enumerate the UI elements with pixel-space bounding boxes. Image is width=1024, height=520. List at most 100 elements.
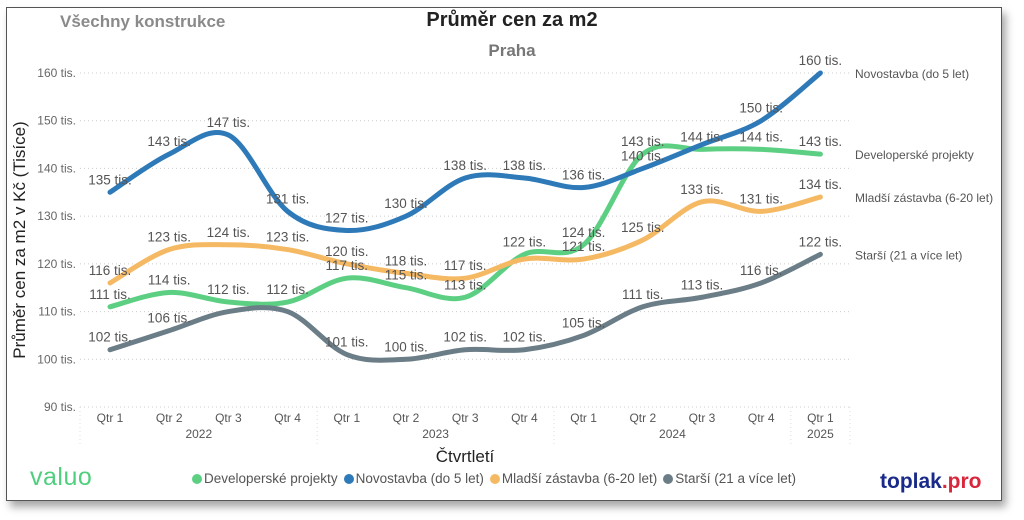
- legend-dot-icon: [489, 473, 500, 484]
- x-year-label: 2025: [807, 427, 834, 441]
- x-tick-label: Qtr 2: [156, 411, 183, 425]
- data-label: 113 tis.: [444, 277, 487, 292]
- data-label: 102 tis.: [443, 330, 487, 345]
- data-label: 122 tis.: [799, 234, 843, 249]
- legend-item[interactable]: Mladší zástavba (6-20 let): [489, 471, 658, 486]
- x-tick-label: Qtr 1: [807, 411, 834, 425]
- data-label: 130 tis.: [384, 196, 428, 211]
- data-label: 101 tis.: [325, 335, 369, 350]
- x-tick-label: Qtr 4: [511, 411, 538, 425]
- legend-label: Novostavba (do 5 let): [355, 471, 484, 486]
- legend-dot-icon: [343, 473, 354, 484]
- data-label: 105 tis.: [562, 315, 606, 330]
- series-line: [107, 251, 823, 363]
- series-end-label: Developerské projekty: [855, 148, 974, 162]
- data-label: 118 tis.: [385, 253, 428, 268]
- x-tick-label: Qtr 3: [689, 411, 716, 425]
- x-tick-label: Qtr 3: [215, 411, 242, 425]
- y-tick-label: 140 tis.: [37, 161, 76, 175]
- y-tick-label: 130 tis.: [37, 209, 76, 223]
- x-year-label: 2022: [185, 427, 212, 441]
- data-label: 124 tis.: [562, 225, 606, 240]
- y-axis-title: Průměr cen za m2 v Kč (Tisíce): [10, 121, 29, 358]
- data-label: 131 tis.: [739, 191, 783, 206]
- data-label: 140 tis.: [621, 148, 665, 163]
- data-label: 135 tis.: [88, 172, 132, 187]
- legend-dot-icon: [192, 473, 202, 484]
- y-tick-label: 120 tis.: [37, 257, 76, 271]
- series-end-label: Starší (21 a více let): [855, 248, 962, 262]
- data-label: 117 tis.: [326, 258, 369, 273]
- y-tick-label: 150 tis.: [37, 114, 76, 128]
- data-label: 134 tis.: [799, 177, 843, 192]
- data-label: 102 tis.: [88, 330, 132, 345]
- data-label: 144 tis.: [680, 129, 724, 144]
- series-line: [107, 143, 823, 310]
- data-label: 112 tis.: [266, 282, 309, 297]
- data-label: 115 tis.: [385, 268, 428, 283]
- data-label: 124 tis.: [207, 225, 251, 240]
- data-label: 125 tis.: [621, 220, 665, 235]
- chart-title: Průměr cen za m2: [426, 9, 598, 31]
- y-tick-label: 110 tis.: [38, 305, 76, 319]
- series-end-label: Novostavba (do 5 let): [855, 67, 969, 81]
- x-axis-title: Čtvrtletí: [436, 447, 495, 466]
- data-label: 102 tis.: [503, 330, 547, 345]
- data-label: 111 tis.: [622, 287, 664, 302]
- x-tick-label: Qtr 1: [570, 411, 597, 425]
- data-label: 116 tis.: [740, 263, 783, 278]
- legend-item[interactable]: Novostavba (do 5 let): [343, 471, 484, 486]
- series-end-label: Mladší zástavba (6-20 let): [855, 191, 993, 205]
- data-label: 123 tis.: [147, 230, 191, 245]
- data-label: 112 tis.: [207, 282, 250, 297]
- data-label: 100 tis.: [384, 339, 428, 354]
- construction-filter-label[interactable]: Všechny konstrukce: [60, 12, 226, 31]
- data-label: 121 tis.: [562, 239, 606, 254]
- data-label: 138 tis.: [443, 158, 487, 173]
- data-label: 143 tis.: [147, 134, 191, 149]
- data-label: 120 tis.: [325, 244, 369, 259]
- data-label: 122 tis.: [503, 234, 547, 249]
- x-tick-label: Qtr 1: [333, 411, 360, 425]
- x-tick-label: Qtr 4: [748, 411, 775, 425]
- y-tick-label: 90 tis.: [44, 400, 76, 414]
- x-tick-label: Qtr 3: [452, 411, 479, 425]
- data-label: 136 tis.: [562, 168, 606, 183]
- data-label: 111 tis.: [89, 287, 131, 302]
- y-tick-label: 160 tis.: [37, 66, 76, 80]
- x-year-label: 2023: [422, 427, 449, 441]
- data-label: 144 tis.: [739, 129, 783, 144]
- data-label: 138 tis.: [503, 158, 547, 173]
- x-tick-label: Qtr 2: [629, 411, 656, 425]
- x-tick-label: Qtr 2: [393, 411, 420, 425]
- x-year-label: 2024: [659, 427, 686, 441]
- data-label: 106 tis.: [147, 311, 191, 326]
- legend-dot-icon: [663, 473, 674, 484]
- data-label: 143 tis.: [799, 134, 843, 149]
- chart-legend: Developerské projekty Novostavba (do 5 le…: [192, 471, 796, 486]
- data-label: 117 tis.: [444, 258, 487, 273]
- data-label: 127 tis.: [325, 210, 369, 225]
- legend-label: Starší (21 a více let): [675, 471, 797, 486]
- data-label: 143 tis.: [621, 134, 665, 149]
- chart-subtitle: Praha: [488, 41, 536, 60]
- data-label: 147 tis.: [207, 115, 251, 130]
- data-label: 113 tis.: [681, 277, 724, 292]
- data-label: 150 tis.: [739, 101, 783, 116]
- legend-label: Mladší zástavba (6-20 let): [501, 471, 658, 486]
- data-label: 131 tis.: [266, 191, 310, 206]
- y-tick-label: 100 tis.: [37, 352, 76, 366]
- legend-item[interactable]: Developerské projekty: [192, 471, 338, 486]
- data-label: 160 tis.: [799, 53, 843, 68]
- x-tick-label: Qtr 1: [97, 411, 124, 425]
- legend-label: Developerské projekty: [204, 471, 338, 486]
- x-tick-label: Qtr 4: [274, 411, 301, 425]
- data-label: 114 tis.: [148, 272, 191, 287]
- legend-item[interactable]: Starší (21 a více let): [663, 471, 796, 486]
- valuo-logo: valuo: [30, 463, 93, 491]
- report-frame: [6, 7, 1002, 501]
- toplak-logo: toplak.pro: [880, 470, 982, 493]
- data-label: 123 tis.: [266, 230, 310, 245]
- series-line: [107, 70, 823, 233]
